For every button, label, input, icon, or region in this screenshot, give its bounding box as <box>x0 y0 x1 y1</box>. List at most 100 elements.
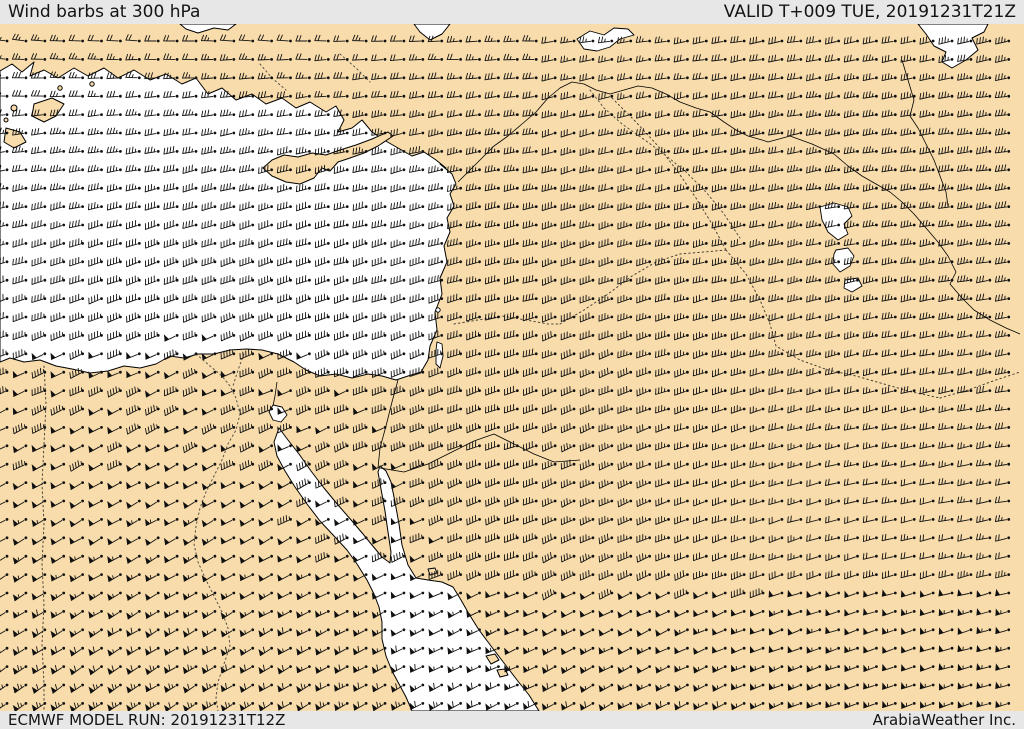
wind-barb <box>541 54 557 63</box>
wind-barb <box>30 90 47 98</box>
wind-barb <box>333 109 349 117</box>
wind-barb <box>598 109 614 118</box>
wind-barb <box>994 183 1011 191</box>
wind-barb <box>11 90 28 98</box>
wind-barb <box>106 72 122 80</box>
wind-barb <box>843 165 859 174</box>
wind-barb <box>257 91 273 99</box>
wind-barb <box>87 146 103 154</box>
wind-barb <box>654 128 670 137</box>
wind-barb <box>352 53 368 61</box>
wind-barb <box>428 128 444 137</box>
egypt-libya-border <box>41 365 47 711</box>
wind-barb <box>730 146 746 156</box>
wind-barb <box>144 72 160 80</box>
wind-barb <box>541 110 557 119</box>
wind-barb <box>994 164 1011 172</box>
wind-barb <box>730 183 746 192</box>
wind-barb <box>503 109 519 118</box>
wind-barb <box>465 72 481 80</box>
wind-barb <box>711 183 727 193</box>
aegean-islet-2 <box>57 85 63 91</box>
jordan-saudi-border <box>379 433 581 473</box>
wind-barb <box>711 109 727 118</box>
wind-barb <box>163 164 179 173</box>
wind-barb <box>31 183 47 192</box>
wind-barb <box>522 127 538 136</box>
wind-barb <box>617 146 633 155</box>
aegean-islet-4 <box>3 117 9 123</box>
wind-barb <box>484 54 500 62</box>
wind-barb <box>692 54 708 62</box>
wind-barb <box>673 146 689 155</box>
wind-barb <box>692 91 708 100</box>
wind-barb <box>598 55 614 63</box>
wind-barb <box>220 128 236 137</box>
wind-barb <box>314 54 330 62</box>
wind-barb <box>919 146 935 155</box>
wind-barb <box>673 54 689 63</box>
wind-barb <box>938 109 954 118</box>
wind-barb <box>730 35 746 44</box>
wind-barb <box>257 34 273 43</box>
wind-barb <box>258 164 273 174</box>
wind-barb <box>919 36 935 45</box>
wind-barb <box>635 73 651 81</box>
wind-barb <box>352 128 368 137</box>
wind-barb <box>68 146 84 154</box>
wind-barb <box>976 145 992 155</box>
wind-barb <box>692 146 708 156</box>
wind-barb <box>465 91 481 99</box>
wind-barb <box>919 183 935 191</box>
wind-barb <box>465 53 481 61</box>
wind-barb <box>541 165 557 174</box>
turkey-iraq-iran-border <box>767 135 949 257</box>
wind-barb <box>881 109 897 118</box>
wind-barb <box>617 128 633 137</box>
wind-barb <box>427 53 444 61</box>
wind-barb <box>692 72 708 80</box>
wind-barb <box>389 35 406 43</box>
wind-barb <box>881 164 897 173</box>
wind-barb <box>976 54 992 63</box>
wind-barb <box>182 109 198 116</box>
wind-barb <box>87 127 103 136</box>
wind-barb <box>805 128 822 136</box>
wind-barb <box>371 164 387 173</box>
wind-barb-map <box>0 24 1024 711</box>
wind-barb <box>541 183 557 192</box>
wind-barb <box>428 182 444 192</box>
wind-barb <box>0 164 9 172</box>
wind-barb <box>862 128 878 136</box>
wind-barb <box>673 183 689 193</box>
wind-barb <box>560 73 576 81</box>
wind-barb <box>219 90 236 98</box>
wind-barb <box>522 165 538 174</box>
wind-barb <box>560 147 576 156</box>
wind-barb <box>182 72 198 80</box>
wind-barb <box>824 73 840 82</box>
wind-barb <box>0 127 9 135</box>
wind-barb <box>919 73 935 82</box>
wind-barb <box>276 127 292 136</box>
wind-barb <box>125 90 141 98</box>
wind-barb <box>371 90 387 98</box>
wind-barb <box>201 128 217 136</box>
wind-barb <box>11 53 28 61</box>
wind-barb <box>957 36 973 45</box>
karpathos-island <box>3 127 27 149</box>
wind-barb <box>635 146 651 155</box>
black-sea-inlet-west <box>179 24 237 34</box>
wind-barb <box>768 72 784 81</box>
wind-barb <box>447 147 462 156</box>
wind-barb <box>465 183 481 192</box>
wind-barb <box>144 90 160 99</box>
wind-barb <box>163 53 179 61</box>
iran-armenia-border <box>901 59 949 207</box>
wind-barb <box>201 90 217 99</box>
wind-barb <box>144 53 160 61</box>
wind-barb <box>824 183 840 191</box>
wind-barb <box>503 183 519 192</box>
wind-barb <box>428 165 444 174</box>
header-bar: Wind barbs at 300 hPa VALID T+009 TUE, 2… <box>0 0 1024 24</box>
